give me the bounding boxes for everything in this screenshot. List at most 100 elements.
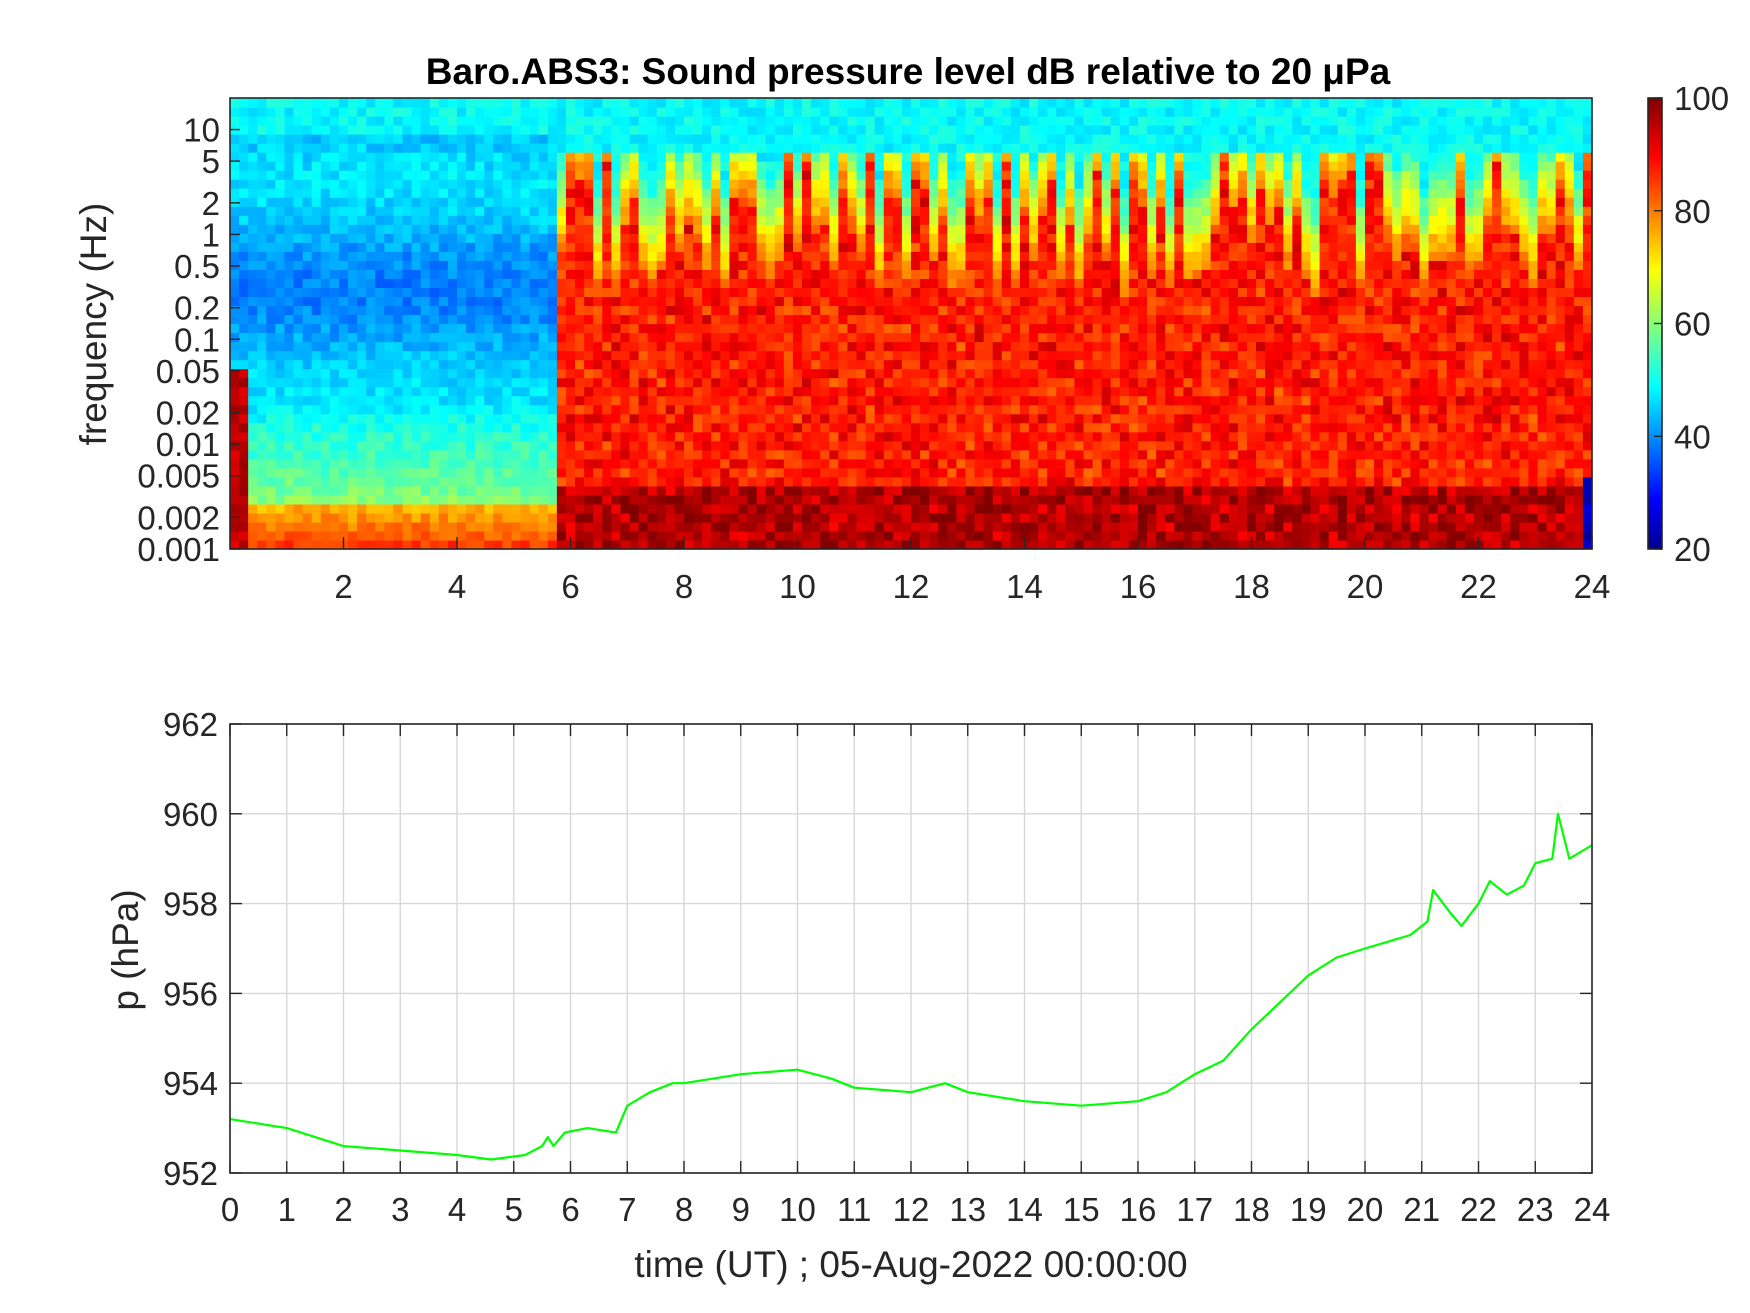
heatmap-cell [311,485,322,496]
heatmap-cell [638,332,649,343]
heatmap-cell [929,305,939,316]
heatmap-cell [493,431,503,442]
heatmap-cell [420,386,431,397]
heatmap-cell [620,296,631,307]
heatmap-cell [1083,512,1094,523]
heatmap-cell [393,197,404,207]
heatmap-cell [747,368,758,379]
heatmap-cell [756,440,767,451]
heatmap-cell [620,251,631,261]
heatmap-cell [865,314,876,325]
heatmap-cell [947,260,957,270]
heatmap-cell [783,449,794,460]
heatmap-cell [457,521,467,532]
heatmap-cell [575,116,585,126]
heatmap-cell [883,188,894,198]
heatmap-cell [747,512,758,523]
heatmap-cell [856,206,867,216]
heatmap-cell [584,278,594,289]
heatmap-cell [811,413,821,424]
heatmap-cell [248,440,258,451]
heatmap-cell [865,215,876,225]
heatmap-cell [1065,260,1076,270]
heatmap-cell [611,332,622,343]
heatmap-cell [774,503,785,514]
heatmap-cell [547,143,558,153]
heatmap-cell [811,179,821,189]
heatmap-cell [702,134,712,144]
heatmap-cell [1029,305,1039,316]
heatmap-cell [556,386,567,397]
heatmap-cell [874,152,885,162]
heatmap-cell [765,143,776,153]
heatmap-cell [575,98,585,108]
heatmap-cell [920,278,930,289]
heatmap-cell [429,440,440,451]
heatmap-cell [883,116,894,126]
heatmap-cell [393,251,404,261]
heatmap-cell [874,224,885,234]
heatmap-cell [711,449,721,460]
heatmap-cell [311,323,322,334]
heatmap-cell [611,98,622,108]
heatmap-cell [1065,341,1076,352]
heatmap-cell [447,242,458,252]
heatmap-cell [348,215,358,225]
heatmap-cell [1092,368,1103,379]
heatmap-cell [411,107,422,117]
heatmap-cell [1029,161,1039,171]
heatmap-cell [320,458,331,469]
heatmap-cell [702,269,712,279]
heatmap-cell [348,323,358,334]
heatmap-cell [674,179,685,189]
heatmap-cell [1047,314,1057,325]
heatmap-cell [856,323,867,334]
heatmap-cell [811,431,821,442]
heatmap-cell [429,539,440,550]
heatmap-cell [593,458,603,469]
heatmap-cell [665,368,676,379]
heatmap-cell [938,197,948,207]
heatmap-cell [1092,395,1103,406]
heatmap-cell [311,350,322,361]
heatmap-cell [338,143,349,153]
heatmap-cell [302,251,313,261]
heatmap-cell [838,278,849,289]
heatmap-cell [1001,251,1012,261]
heatmap-cell [847,98,858,108]
heatmap-cell [747,278,758,289]
heatmap-cell [611,476,622,487]
heatmap-cell [765,530,776,541]
heatmap-cell [511,539,522,550]
heatmap-cell [656,107,667,117]
heatmap-cell [1038,377,1048,388]
heatmap-cell [665,323,676,334]
heatmap-cell [738,449,749,460]
heatmap-cell [429,107,440,117]
heatmap-cell [266,314,276,325]
heatmap-cell [329,539,340,550]
heatmap-cell [239,314,249,325]
heatmap-cell [638,386,649,397]
heatmap-cell [811,107,821,117]
heatmap-cell [284,494,295,505]
heatmap-cell [693,377,703,388]
heatmap-cell [284,341,295,352]
heatmap-cell [1001,233,1012,243]
heatmap-cell [702,251,712,261]
heatmap-cell [920,152,930,162]
heatmap-cell [802,404,812,415]
heatmap-cell [911,332,921,343]
heatmap-cell [629,422,640,433]
heatmap-cell [684,350,694,361]
heatmap-cell [1110,152,1121,162]
heatmap-cell [457,188,467,198]
heatmap-cell [720,449,730,460]
heatmap-cell [956,431,967,442]
heatmap-cell [856,251,867,261]
heatmap-cell [738,503,749,514]
heatmap-cell [756,494,767,505]
heatmap-cell [484,539,494,550]
heatmap-cell [1047,197,1057,207]
heatmap-cell [901,476,912,487]
